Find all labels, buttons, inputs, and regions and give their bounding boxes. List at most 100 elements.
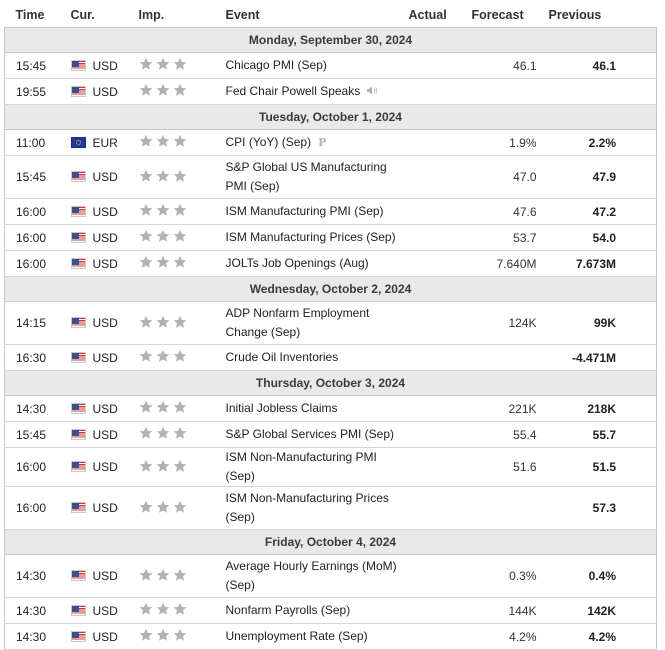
column-header-forecast[interactable]: Forecast (471, 2, 549, 28)
event-previous: 0.4% (548, 554, 657, 598)
star-icon (156, 57, 169, 70)
event-time: 14:30 (4, 554, 71, 598)
event-name[interactable]: Crude Oil Inventories (225, 350, 339, 364)
event-name[interactable]: Initial Jobless Claims (225, 401, 338, 415)
event-name-cell: Nonfarm Payrolls (Sep) (225, 597, 409, 624)
column-header-currency[interactable]: Cur. (70, 2, 137, 28)
event-actual (408, 597, 472, 624)
event-currency: USD (92, 84, 118, 99)
event-previous: 7.673M (548, 250, 657, 277)
star-icon (139, 57, 152, 70)
event-actual (408, 554, 472, 598)
star-icon (139, 628, 152, 641)
event-row[interactable]: 11:00 EUR CPI (YoY) (Sep) P 1.9% 2.2% (4, 129, 657, 156)
event-row[interactable]: 19:55 USD Fed Chair Powell Speaks (4, 78, 657, 105)
event-name[interactable]: ISM Manufacturing Prices (Sep) (225, 230, 396, 244)
event-row[interactable]: 14:30 USD Average Hourly Earnings (MoM) (S… (4, 554, 657, 598)
star-icon (139, 134, 152, 147)
event-name[interactable]: Fed Chair Powell Speaks (225, 84, 361, 98)
event-importance (136, 52, 226, 79)
event-name[interactable]: Average Hourly Earnings (MoM) (Sep) (225, 559, 397, 592)
column-header-actual[interactable]: Actual (408, 2, 472, 28)
event-time: 16:00 (4, 224, 71, 251)
event-row[interactable]: 16:00 USD ISM Manufacturing PMI (Sep) 47.6 4… (4, 198, 657, 225)
star-icon (139, 602, 152, 615)
event-time: 14:30 (4, 597, 71, 624)
star-icon (173, 83, 186, 96)
event-row[interactable]: 16:00 USD ISM Non-Manufacturing PMI (Sep) 5… (4, 447, 657, 487)
event-importance (136, 421, 226, 448)
event-actual (408, 224, 472, 251)
calendar-body: Monday, September 30, 2024 15:45 USD Chicag… (4, 27, 657, 650)
column-header-time[interactable]: Time (4, 2, 71, 28)
event-name[interactable]: ISM Non-Manufacturing Prices (Sep) (225, 491, 389, 524)
event-row[interactable]: 14:30 USD Nonfarm Payrolls (Sep) 144K 142K (4, 597, 657, 624)
event-time: 16:00 (4, 447, 71, 487)
event-name[interactable]: S&P Global US Manufacturing PMI (Sep) (225, 160, 387, 193)
event-previous: -4.471M (548, 344, 657, 371)
event-currency-cell: USD (70, 344, 137, 371)
event-name[interactable]: ADP Nonfarm Employment Change (Sep) (225, 306, 370, 339)
event-previous (548, 78, 657, 105)
event-name[interactable]: ISM Non-Manufacturing PMI (Sep) (225, 450, 377, 483)
event-row[interactable]: 14:30 USD Initial Jobless Claims 221K 218K (4, 395, 657, 422)
event-actual (408, 155, 472, 199)
event-row[interactable]: 16:00 USD ISM Non-Manufacturing Prices (Se… (4, 486, 657, 530)
date-group-label: Tuesday, October 1, 2024 (4, 104, 657, 130)
event-importance (136, 129, 226, 156)
event-name[interactable]: Chicago PMI (Sep) (225, 58, 327, 72)
event-row[interactable]: 14:15 USD ADP Nonfarm Employment Change (S… (4, 301, 657, 345)
date-group-label: Friday, October 4, 2024 (4, 529, 657, 555)
us-flag-icon (70, 205, 86, 217)
event-importance (136, 597, 226, 624)
event-forecast (471, 486, 549, 530)
event-row[interactable]: 15:45 USD S&P Global Services PMI (Sep) 55.… (4, 421, 657, 448)
event-time: 15:45 (4, 52, 71, 79)
event-row[interactable]: 16:30 USD Crude Oil Inventories -4.471M (4, 344, 657, 371)
us-flag-icon (70, 402, 86, 414)
event-name[interactable]: Unemployment Rate (Sep) (225, 629, 368, 643)
event-importance (136, 198, 226, 225)
us-flag-icon (70, 231, 86, 243)
date-group-header: Thursday, October 3, 2024 (4, 370, 657, 396)
event-name[interactable]: JOLTs Job Openings (Aug) (225, 256, 369, 270)
event-importance (136, 344, 226, 371)
star-icon (173, 229, 186, 242)
event-name-cell: Crude Oil Inventories (225, 344, 409, 371)
event-previous: 99K (548, 301, 657, 345)
event-forecast: 144K (471, 597, 549, 624)
event-actual (408, 250, 472, 277)
event-name-cell: Average Hourly Earnings (MoM) (Sep) (225, 554, 409, 598)
event-row[interactable]: 15:45 USD Chicago PMI (Sep) 46.1 46.1 (4, 52, 657, 79)
event-row[interactable]: 16:00 USD ISM Manufacturing Prices (Sep) 53… (4, 224, 657, 251)
event-currency: USD (92, 401, 118, 416)
star-icon (156, 568, 169, 581)
star-icon (156, 255, 169, 268)
event-importance (136, 486, 226, 530)
star-icon (139, 426, 152, 439)
event-currency-cell: USD (70, 250, 137, 277)
event-name[interactable]: CPI (YoY) (Sep) (225, 135, 312, 149)
event-name[interactable]: ISM Manufacturing PMI (Sep) (225, 204, 384, 218)
star-icon (156, 169, 169, 182)
star-icon (173, 169, 186, 182)
column-header-importance[interactable]: Imp. (136, 2, 226, 28)
event-row[interactable]: 15:45 USD S&P Global US Manufacturing PMI … (4, 155, 657, 199)
event-currency-cell: USD (70, 198, 137, 225)
event-row[interactable]: 16:00 USD JOLTs Job Openings (Aug) 7.640M 7.… (4, 250, 657, 277)
event-name[interactable]: S&P Global Services PMI (Sep) (225, 427, 395, 441)
star-icon (156, 500, 169, 513)
column-header-previous[interactable]: Previous (548, 2, 657, 28)
event-forecast: 46.1 (471, 52, 549, 79)
event-actual (408, 344, 472, 371)
event-previous: 51.5 (548, 447, 657, 487)
column-header-event[interactable]: Event (225, 2, 409, 28)
event-currency-cell: USD (70, 421, 137, 448)
star-icon (173, 255, 186, 268)
star-icon (139, 203, 152, 216)
event-importance (136, 301, 226, 345)
us-flag-icon (70, 570, 86, 581)
star-icon (173, 400, 186, 413)
event-name[interactable]: Nonfarm Payrolls (Sep) (225, 603, 351, 617)
event-forecast: 47.0 (471, 155, 549, 199)
